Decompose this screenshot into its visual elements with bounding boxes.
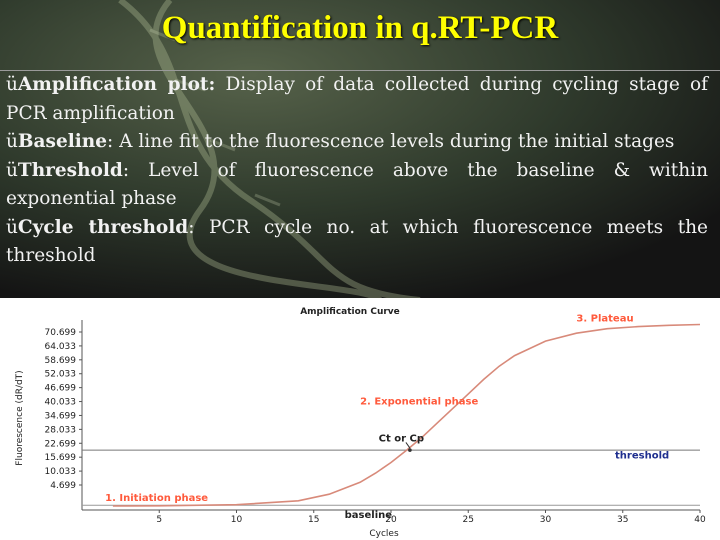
y-tick-label: 52.033	[45, 370, 77, 380]
bullet-term: Threshold	[17, 159, 123, 181]
bullet-term: Baseline	[17, 131, 108, 152]
check-icon: ü	[6, 74, 18, 95]
y-tick-label: 34.699	[45, 411, 77, 421]
x-tick-label: 30	[540, 515, 552, 525]
check-icon: ü	[6, 131, 18, 152]
threshold-label: threshold	[615, 451, 669, 462]
ct-label: Ct or Cp	[379, 433, 424, 444]
ct-point	[408, 448, 412, 452]
slide-title: Quantification in q.RT-PCR	[161, 10, 559, 46]
baseline-label: baseline	[345, 510, 393, 521]
bullet-term: Amplification plot:	[17, 74, 216, 95]
chart-title: Amplification Curve	[300, 307, 400, 317]
y-tick-label: 22.699	[45, 439, 77, 449]
title-divider	[0, 70, 720, 71]
bullet-amplification-plot: üAmplification plot: Display of data col…	[6, 71, 708, 128]
bullet-threshold: üThreshold: Level of fluorescence above …	[6, 157, 708, 214]
amplification-curve	[112, 323, 701, 507]
y-tick-label: 70.699	[45, 328, 77, 338]
initiation-phase-label: 1. Initiation phase	[105, 493, 208, 504]
check-icon: ü	[6, 159, 18, 181]
bullet-text: : A line fit to the fluorescence levels …	[107, 131, 675, 152]
definition-list: üAmplification plot: Display of data col…	[6, 71, 708, 271]
amplification-chart: Amplification Curve Fluorescence (dR/dT)…	[15, 307, 706, 539]
y-tick-label: 58.699	[45, 356, 77, 366]
x-tick-label: 10	[231, 515, 243, 525]
bullet-text: Display of data collected during cycling…	[6, 74, 708, 124]
x-tick-label: 35	[617, 515, 628, 525]
y-tick-label: 64.033	[45, 342, 77, 352]
y-tick-label: 4.699	[50, 481, 76, 491]
bullet-baseline: üBaseline: A line fit to the fluorescenc…	[6, 128, 708, 157]
exponential-phase-label: 2. Exponential phase	[360, 396, 478, 407]
y-tick-label: 46.699	[45, 384, 77, 394]
dna-helix-background	[0, 0, 720, 300]
y-tick-label: 10.033	[45, 467, 77, 477]
bullet-term: Cycle threshold	[17, 216, 189, 238]
bullet-text: : Level of fluorescence above the baseli…	[6, 159, 708, 210]
y-tick-label: 28.033	[45, 425, 77, 435]
amplification-chart-panel: Amplification Curve Fluorescence (dR/dT)…	[0, 298, 720, 540]
x-tick-label: 40	[694, 515, 706, 525]
y-tick-label: 15.699	[45, 453, 77, 463]
bullet-text: : PCR cycle no. at which fluorescence me…	[6, 216, 708, 267]
y-axis-label: Fluorescence (dR/dT)	[15, 370, 25, 465]
y-tick-label: 40.033	[45, 398, 77, 408]
bullet-cycle-threshold: üCycle threshold: PCR cycle no. at which…	[6, 214, 708, 271]
x-axis-label: Cycles	[369, 529, 399, 539]
plateau-label: 3. Plateau	[576, 313, 633, 324]
x-tick-label: 20	[385, 515, 397, 525]
check-icon: ü	[6, 216, 18, 238]
x-tick-label: 15	[308, 515, 319, 525]
x-tick-label: 25	[463, 515, 474, 525]
x-tick-label: 5	[156, 515, 162, 525]
ct-pointer	[405, 442, 411, 449]
